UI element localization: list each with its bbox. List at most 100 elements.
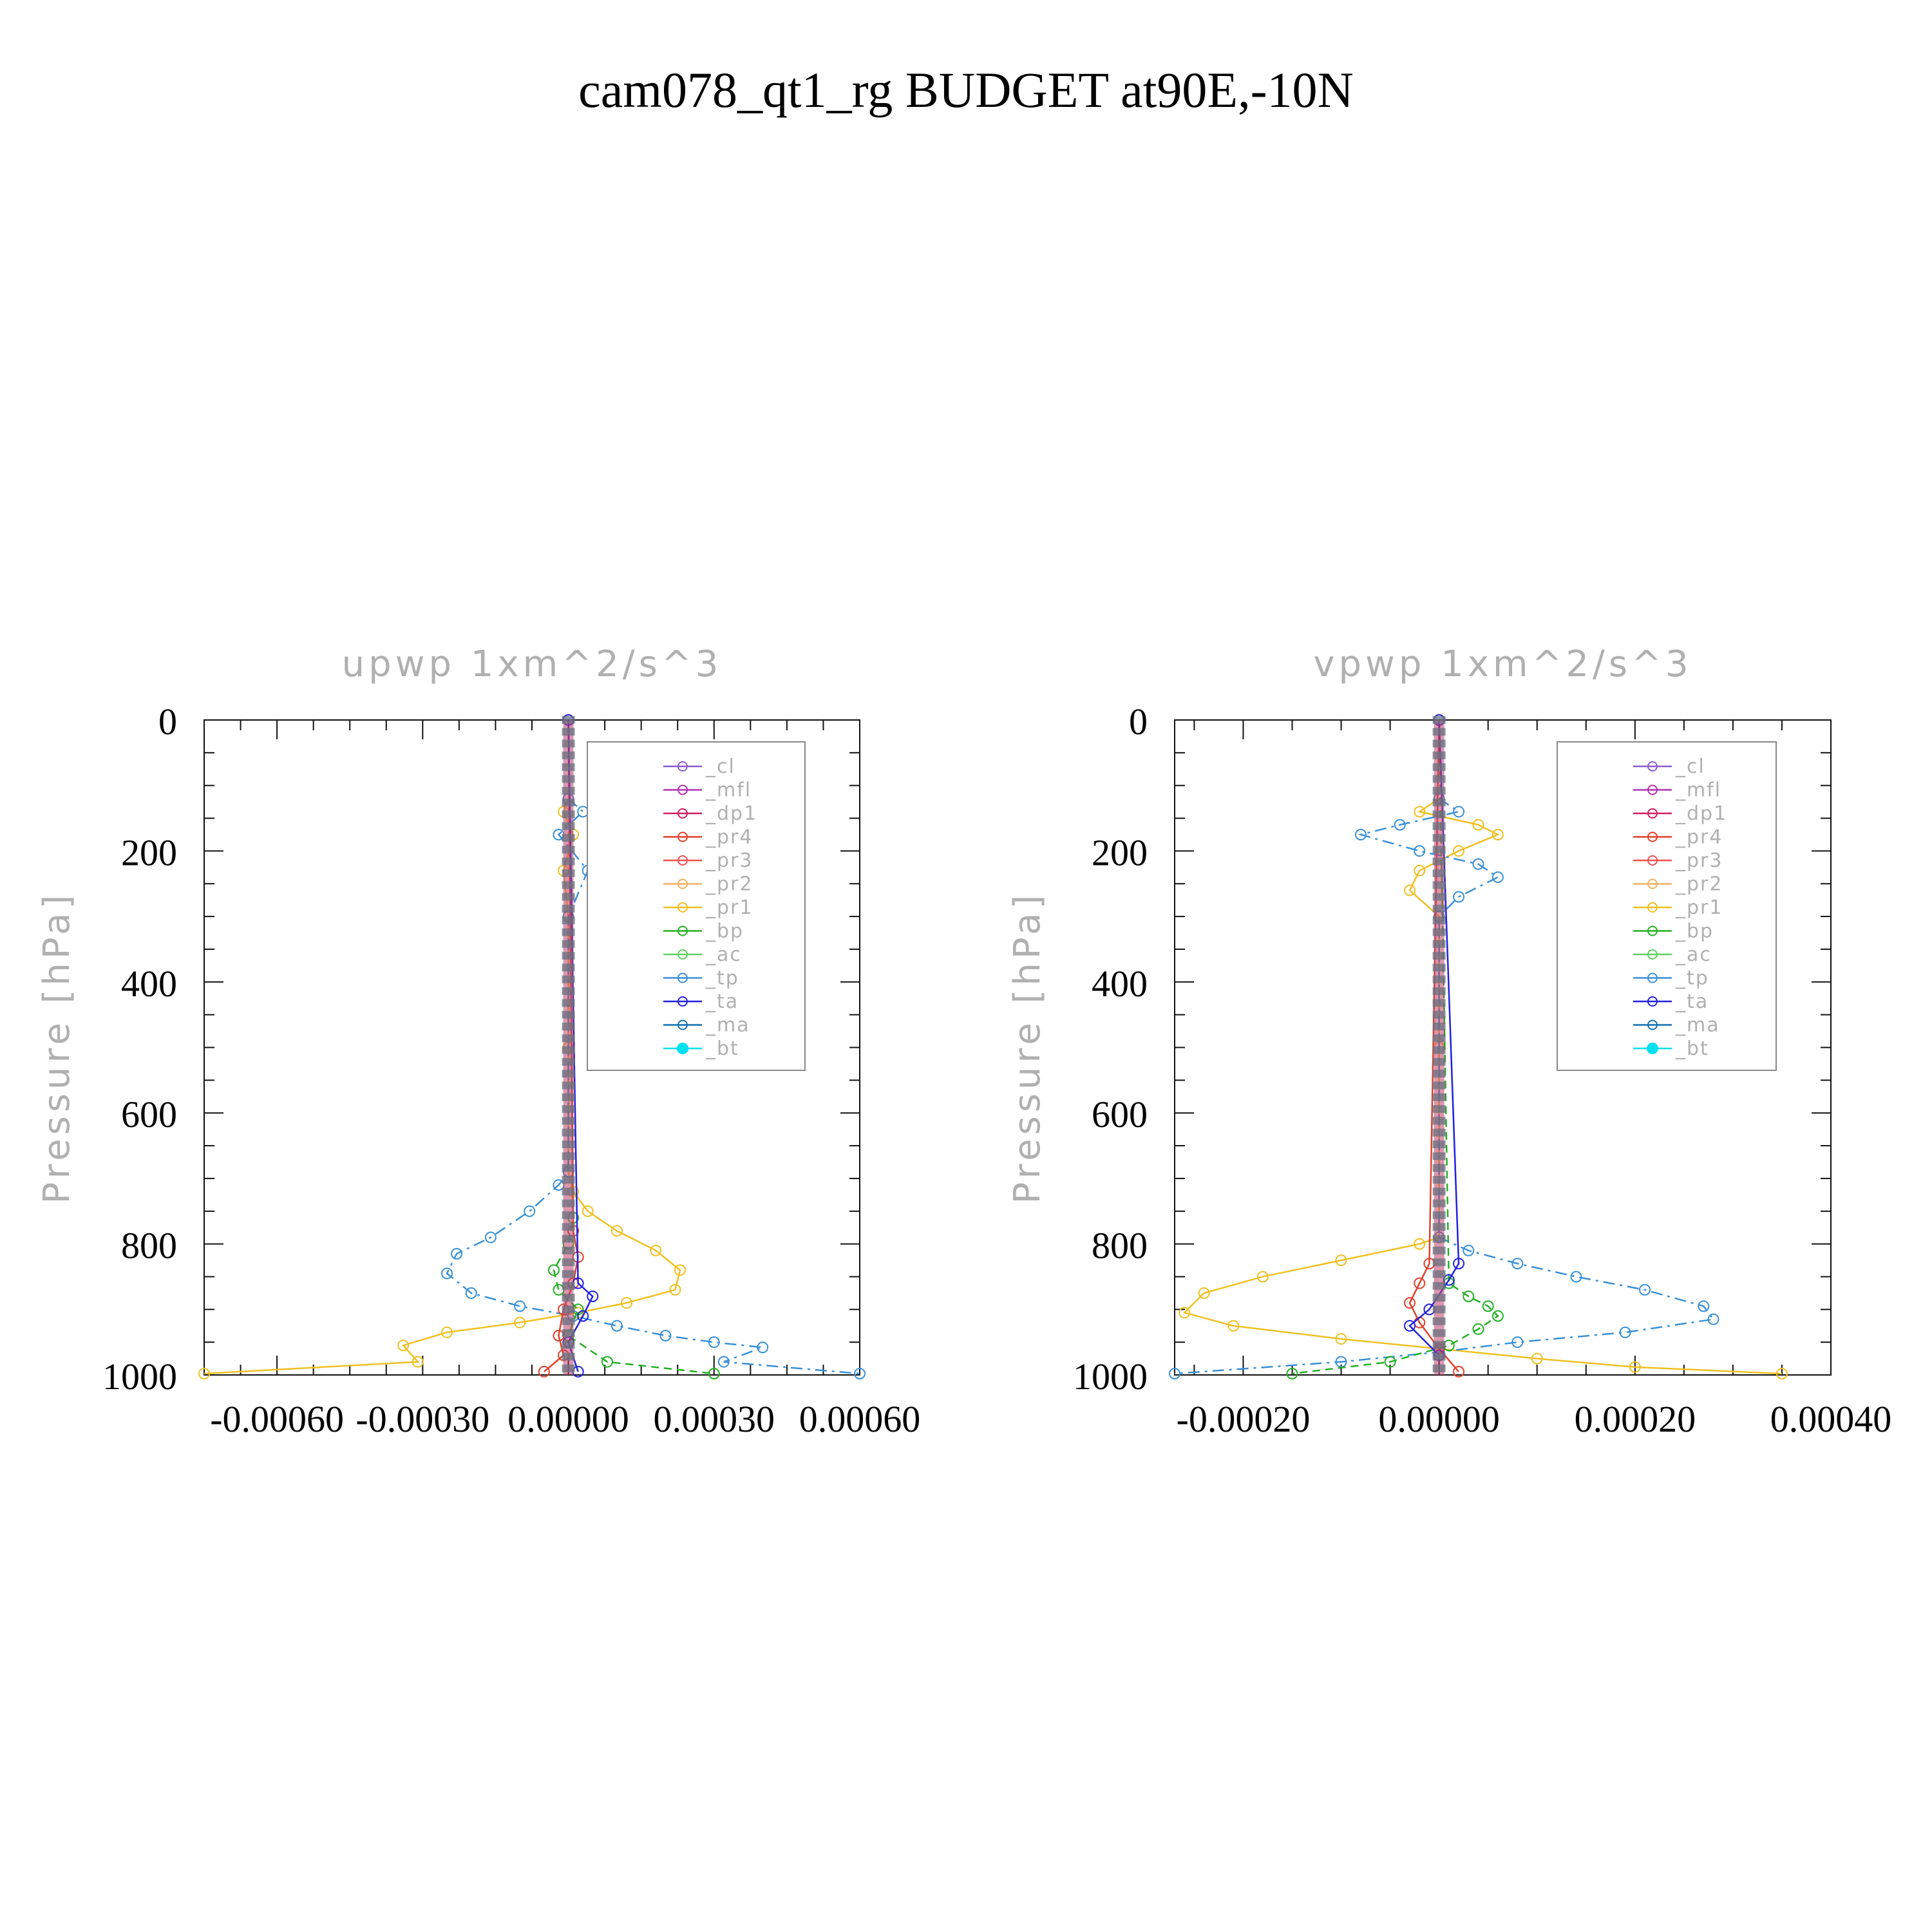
data-point_pr1 <box>1227 1320 1240 1332</box>
legend-marker_dp1 <box>677 808 688 819</box>
data-point_tp <box>451 1247 463 1260</box>
zero-cluster-marker <box>562 963 575 972</box>
zero-cluster-marker <box>562 928 575 936</box>
legend-label_bp: _bp <box>1675 920 1714 943</box>
legend-label_mfl: _mfl <box>1675 779 1721 802</box>
legend-label_pr3: _pr3 <box>705 849 753 872</box>
data-point_pr1 <box>621 1297 633 1309</box>
zero-cluster-marker <box>1432 869 1446 877</box>
zero-cluster-marker <box>562 739 575 748</box>
legend-label_ta: _ta <box>705 990 739 1013</box>
y-tick-label: 400 <box>121 963 177 1005</box>
x-tick-label: 0.00000 <box>1378 1398 1500 1440</box>
legend-box <box>1557 741 1777 1071</box>
y-tick-label: 600 <box>1092 1094 1148 1135</box>
zero-cluster-marker <box>562 1046 575 1054</box>
zero-cluster-marker <box>1432 1093 1446 1101</box>
zero-cluster-marker <box>1432 999 1446 1007</box>
data-point_pr4 <box>538 1365 550 1378</box>
zero-cluster-marker <box>1432 1246 1446 1255</box>
panel-title: vpwp 1xm^2/s^3 <box>1313 643 1692 685</box>
zero-cluster-marker <box>562 1105 575 1113</box>
data-point_pr1 <box>1629 1361 1641 1373</box>
zero-cluster-marker <box>562 1188 575 1196</box>
y-tick-label: 0 <box>1129 701 1148 743</box>
legend-box <box>587 741 806 1071</box>
zero-cluster-marker <box>1432 1034 1446 1043</box>
y-tick-label: 800 <box>1092 1225 1148 1267</box>
data-point_ta <box>1404 1320 1416 1332</box>
y-tick-label: 400 <box>1092 963 1148 1005</box>
zero-cluster-marker <box>1432 1223 1446 1231</box>
data-point_tp <box>1463 1244 1475 1256</box>
zero-cluster-marker <box>1432 928 1446 936</box>
legend-label_pr1: _pr1 <box>705 896 753 919</box>
zero-cluster-marker <box>1432 1270 1446 1278</box>
data-point_pr1 <box>1776 1367 1788 1379</box>
legend-label_pr1: _pr1 <box>1675 896 1723 919</box>
zero-cluster-marker <box>1432 1141 1446 1149</box>
data-point_pr1 <box>1335 1333 1347 1345</box>
data-point_tp <box>514 1300 526 1312</box>
y-tick-label: 200 <box>1092 831 1148 873</box>
zero-cluster-marker <box>562 1282 575 1290</box>
zero-cluster-marker <box>1432 987 1446 996</box>
zero-cluster-marker <box>1432 1329 1446 1337</box>
data-point_bp <box>1492 1310 1504 1322</box>
zero-cluster-marker <box>562 1010 575 1019</box>
data-point_pr1 <box>1256 1271 1269 1283</box>
zero-cluster-marker <box>1432 1188 1446 1196</box>
data-point_ta <box>587 1290 599 1302</box>
data-point_pr1 <box>1335 1255 1347 1267</box>
data-point_pr1 <box>1198 1287 1210 1299</box>
legend-marker_cl <box>677 761 688 772</box>
zero-cluster-marker <box>1432 1352 1446 1361</box>
zero-cluster-marker <box>562 1081 575 1090</box>
zero-cluster-marker <box>562 1352 575 1361</box>
zero-cluster-marker <box>562 1270 575 1278</box>
zero-cluster-marker <box>1432 916 1446 925</box>
series-line_tp <box>446 798 860 1375</box>
data-point_pr1 <box>674 1264 686 1276</box>
data-point_tp <box>1169 1367 1180 1379</box>
data-point_tp <box>1492 871 1504 884</box>
data-point_tp <box>484 1231 497 1244</box>
y-tick-label: 1000 <box>1073 1356 1148 1397</box>
zero-cluster-marker <box>1432 1057 1446 1066</box>
data-point_bp <box>1384 1356 1396 1368</box>
legend-label_pr2: _pr2 <box>1675 873 1723 896</box>
zero-cluster-marker <box>562 1305 575 1314</box>
zero-cluster-marker <box>1432 1258 1446 1267</box>
legend-marker_tp <box>677 972 688 983</box>
legend-label_bp: _bp <box>705 920 744 943</box>
y-tick-label: 0 <box>158 701 177 743</box>
panel-vpwp: vpwp 1xm^2/s^3 Pressure [hPa] 0 200 400 600 80… <box>1007 643 1891 1440</box>
zero-cluster-marker <box>562 869 575 877</box>
data-point_bp <box>601 1356 613 1368</box>
legend-marker_bp <box>1647 925 1658 936</box>
data-point_tp <box>659 1329 672 1341</box>
legend-label_bt: _bt <box>705 1037 739 1060</box>
zero-cluster-marker <box>1432 1341 1446 1349</box>
data-point_tp <box>441 1267 453 1280</box>
legend-marker_pr2 <box>1647 878 1658 889</box>
data-point_pr4 <box>1414 1277 1426 1289</box>
zero-cluster-marker <box>1432 1305 1446 1314</box>
legend-marker_pr2 <box>677 878 688 889</box>
series-line_bp <box>1292 719 1499 1375</box>
zero-cluster-marker <box>562 1258 575 1267</box>
zero-cluster-marker <box>562 822 575 830</box>
legend-marker_pr1 <box>1647 902 1658 913</box>
data-point_pr1 <box>650 1244 662 1256</box>
legend-label_pr4: _pr4 <box>705 826 753 849</box>
zero-cluster-marker <box>1432 1211 1446 1219</box>
zero-cluster-marker <box>1432 975 1446 983</box>
zero-cluster-marker <box>1432 834 1446 842</box>
zero-cluster-marker <box>562 1128 575 1137</box>
data-point_pr1 <box>1492 828 1504 840</box>
legend-marker_ma <box>677 1019 688 1030</box>
zero-cluster-marker <box>562 1329 575 1337</box>
zero-cluster-marker <box>1432 1175 1446 1184</box>
zero-cluster-marker <box>562 1223 575 1231</box>
legend-label_pr2: _pr2 <box>705 873 753 896</box>
